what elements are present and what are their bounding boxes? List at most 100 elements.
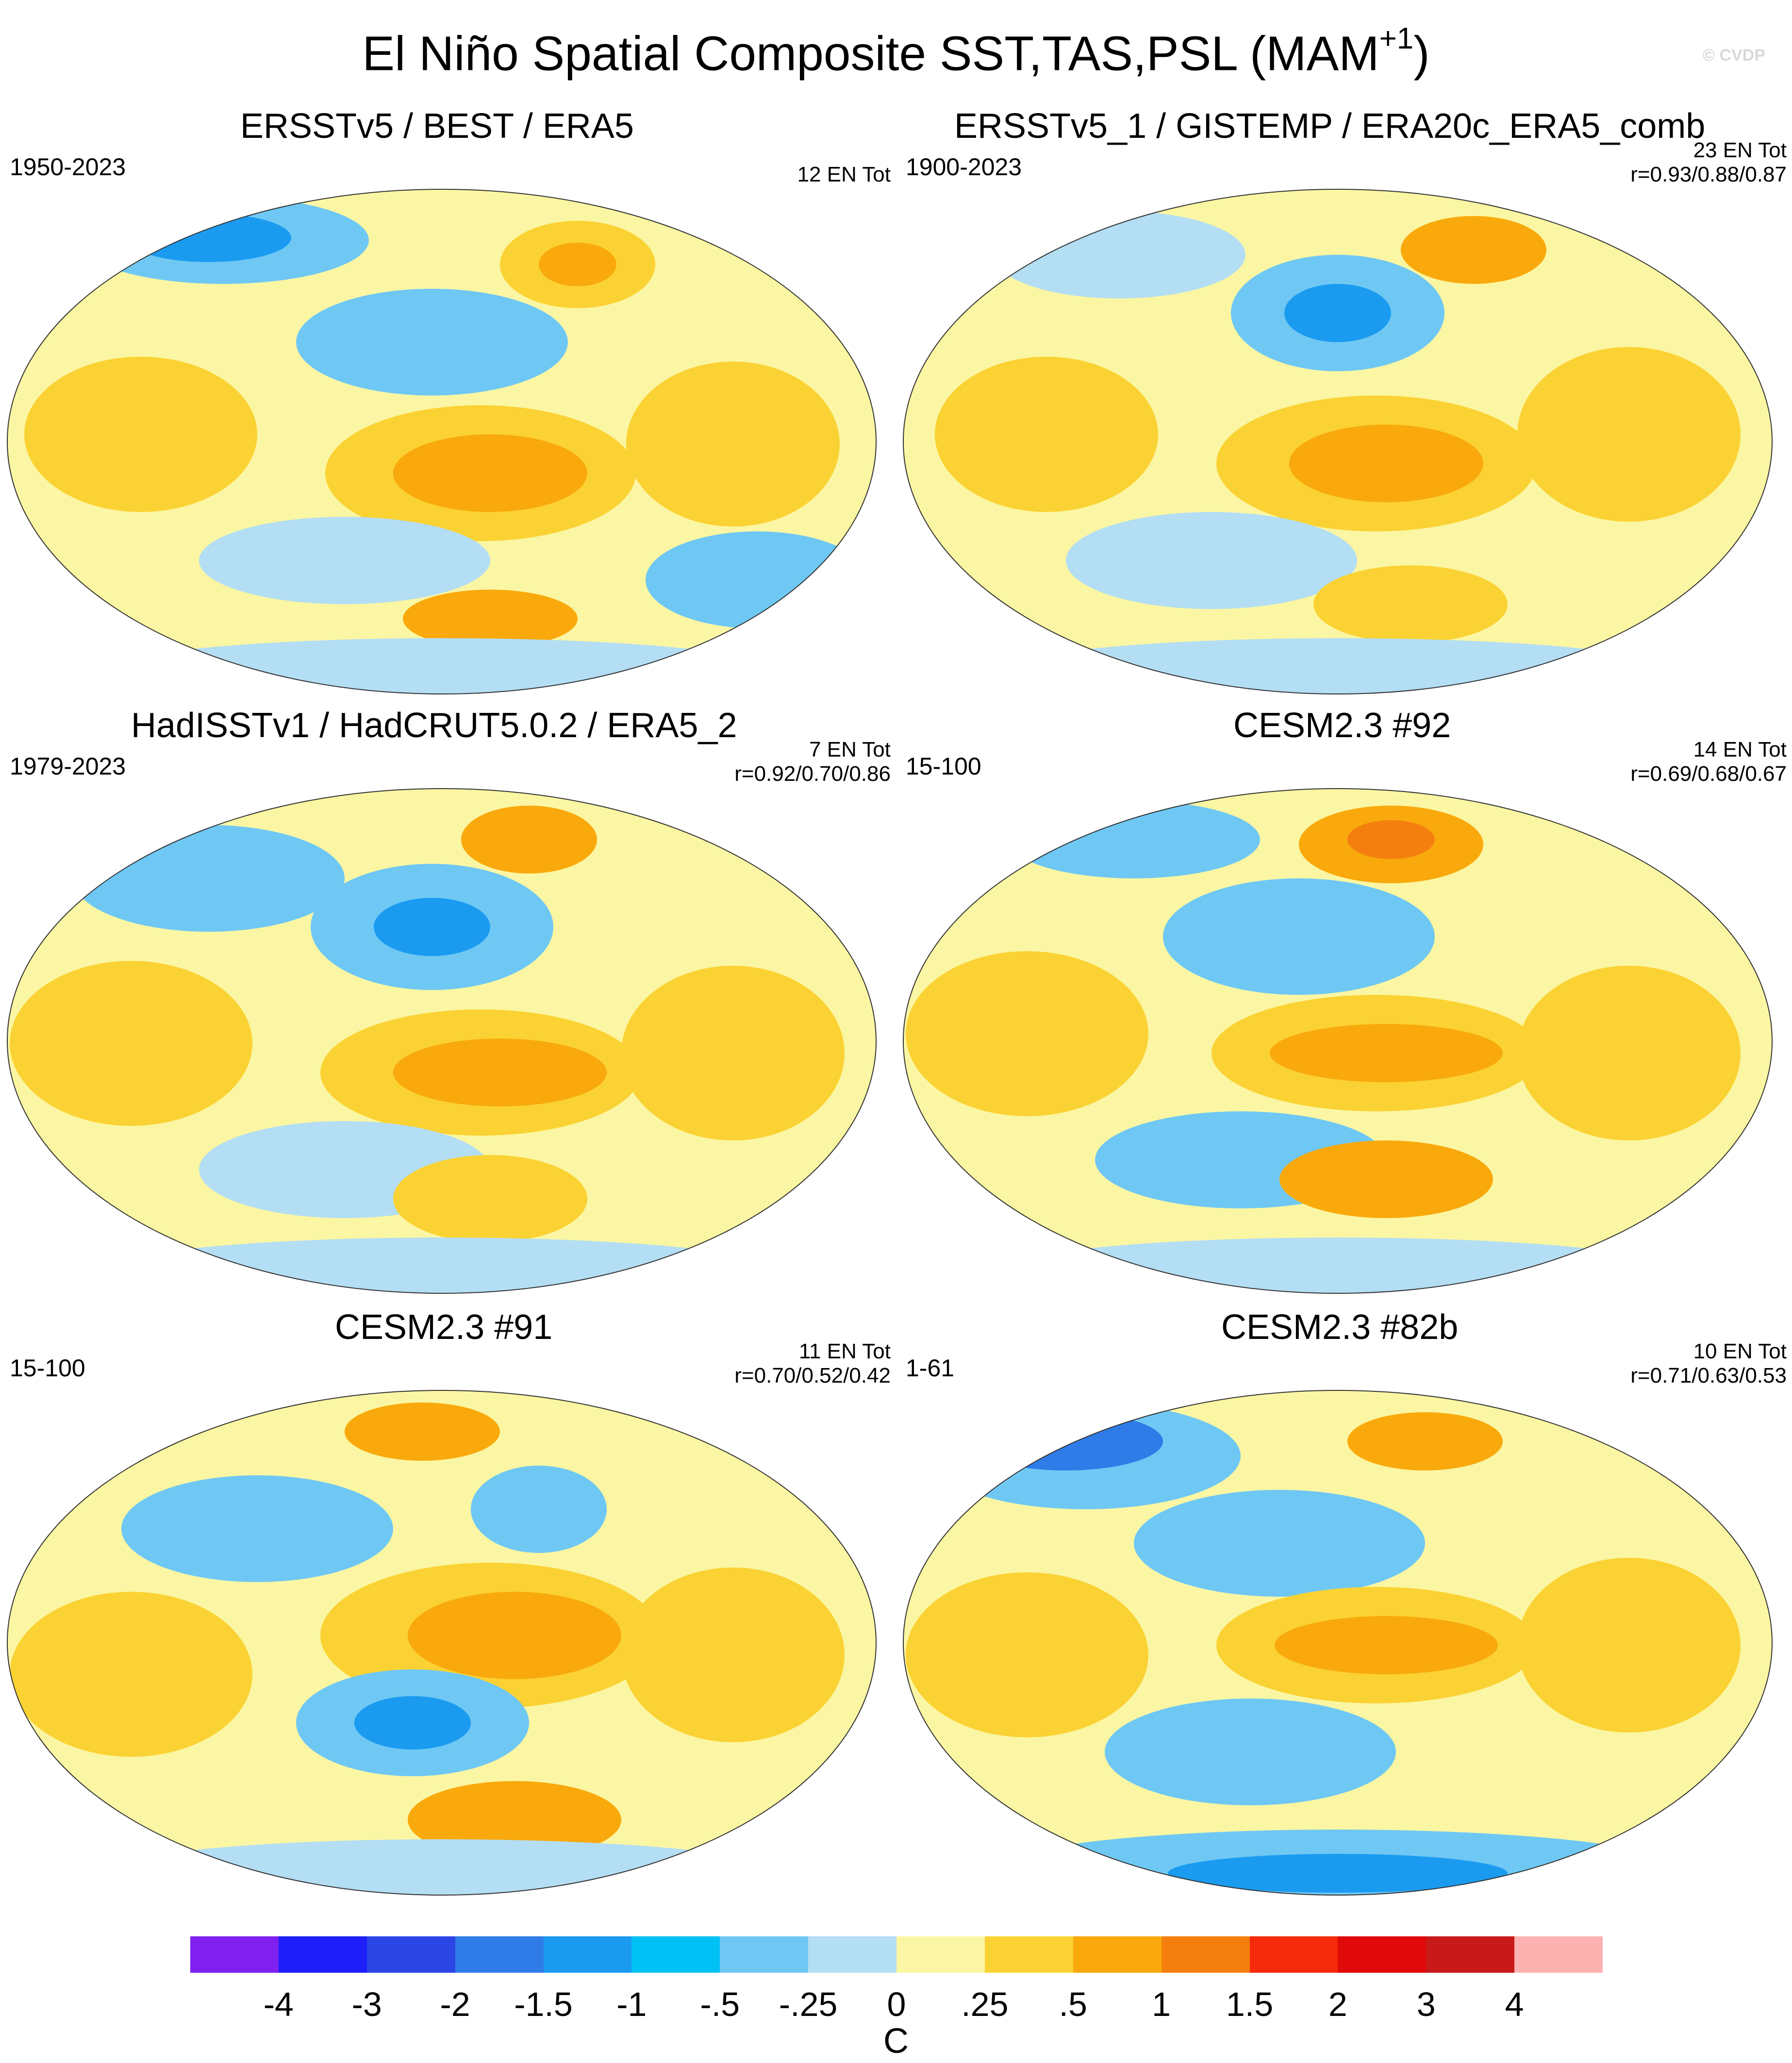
figure-title-superscript: +1 bbox=[1379, 22, 1414, 55]
colorbar-tick-label: -1 bbox=[616, 1985, 647, 2023]
anomaly-region bbox=[408, 1781, 621, 1859]
map-border bbox=[903, 189, 1773, 694]
figure-title: El Niño Spatial Composite SST,TAS,PSL (M… bbox=[0, 15, 1792, 83]
colorbar-tick-label: -2 bbox=[440, 1985, 470, 2023]
anomaly-region bbox=[906, 951, 1148, 1116]
panel-event-count: 10 EN Tot bbox=[1693, 1339, 1787, 1363]
anomaly-region bbox=[199, 517, 490, 604]
colorbar-segment bbox=[720, 1936, 809, 1973]
colorbar-tick-label: -1.5 bbox=[514, 1985, 573, 2023]
anomaly-region bbox=[10, 1592, 252, 1757]
anomaly-region bbox=[1168, 1854, 1508, 1893]
anomaly-region bbox=[1517, 966, 1741, 1140]
anomaly-region bbox=[906, 1572, 1148, 1737]
colorbar-segment bbox=[1161, 1936, 1250, 1973]
anomaly-region bbox=[374, 898, 490, 956]
anomaly-region bbox=[296, 289, 568, 396]
world-map bbox=[903, 189, 1773, 694]
panel-event-count: 23 EN Tot bbox=[1693, 138, 1787, 162]
world-map bbox=[903, 788, 1773, 1294]
colorbar-segment bbox=[984, 1936, 1073, 1973]
anomaly-region bbox=[1066, 512, 1357, 609]
map-panel-1: ERSSTv5 / BEST / ERA5 1950-2023 12 EN To… bbox=[0, 107, 896, 709]
panel-pattern-correlation: r=0.71/0.63/0.53 bbox=[1630, 1364, 1787, 1387]
map-border bbox=[7, 189, 877, 694]
anomaly-region bbox=[1517, 347, 1741, 522]
panel-pattern-correlation: r=0.69/0.68/0.67 bbox=[1630, 762, 1787, 786]
anomaly-region bbox=[1105, 1699, 1396, 1805]
colorbar-segment bbox=[455, 1936, 544, 1973]
anomaly-region bbox=[461, 806, 597, 874]
map-border bbox=[903, 788, 1773, 1294]
panel-event-count: 12 EN Tot bbox=[797, 163, 891, 186]
anomaly-region bbox=[1134, 1490, 1425, 1597]
anomaly-region bbox=[471, 1466, 607, 1553]
panel-title: CESM2.3 #82b bbox=[1221, 1308, 1459, 1347]
anomaly-region bbox=[126, 214, 291, 262]
panel-period: 1-61 bbox=[906, 1354, 955, 1382]
panel-period: 1900-2023 bbox=[906, 153, 1022, 181]
colorbar-segment bbox=[808, 1936, 896, 1973]
colorbar-tick-label: -.25 bbox=[779, 1985, 838, 2023]
anomaly-region bbox=[408, 1592, 621, 1679]
colorbar-segment bbox=[1426, 1936, 1515, 1973]
colorbar-tick-label: -4 bbox=[263, 1985, 294, 2023]
panel-title: ERSSTv5 / BEST / ERA5 bbox=[240, 107, 634, 146]
colorbar-tick-label: -.5 bbox=[700, 1985, 740, 2023]
map-border bbox=[7, 1390, 877, 1896]
map-panel-2: ERSSTv5_1 / GISTEMP / ERA20c_ERA5_comb 1… bbox=[896, 107, 1792, 709]
world-map bbox=[903, 1390, 1773, 1896]
anomaly-region bbox=[1289, 425, 1483, 502]
colorbar-tick-label: 3 bbox=[1416, 1985, 1436, 2023]
anomaly-region bbox=[73, 825, 345, 932]
anomaly-region bbox=[393, 1155, 587, 1242]
anomaly-region bbox=[354, 1696, 471, 1749]
panel-pattern-correlation: r=0.93/0.88/0.87 bbox=[1630, 163, 1787, 186]
anomaly-region bbox=[1163, 878, 1435, 995]
anomaly-region bbox=[1279, 1140, 1493, 1218]
anomaly-region bbox=[1270, 1024, 1503, 1082]
colorbar-segment bbox=[543, 1936, 632, 1973]
colorbar-tick-label: 1 bbox=[1152, 1985, 1171, 2023]
colorbar-tick-label: -3 bbox=[351, 1985, 382, 2023]
colorbar-segment bbox=[1249, 1936, 1338, 1973]
figure-title-close: ) bbox=[1413, 26, 1430, 81]
colorbar-tick-label: .25 bbox=[961, 1985, 1009, 2023]
panel-pattern-correlation: r=0.92/0.70/0.86 bbox=[734, 762, 891, 786]
anomaly-region bbox=[1347, 820, 1435, 859]
colorbar-tick-label: 0 bbox=[887, 1985, 906, 2023]
anomaly-region bbox=[345, 1403, 500, 1461]
panel-pattern-correlation: r=0.70/0.52/0.42 bbox=[734, 1364, 891, 1387]
map-border bbox=[7, 788, 877, 1294]
anomaly-region bbox=[24, 357, 257, 512]
colorbar-segment bbox=[190, 1936, 279, 1973]
colorbar-segment bbox=[278, 1936, 367, 1973]
colorbar-unit: C bbox=[883, 2022, 909, 2061]
colorbar-segment bbox=[1514, 1936, 1603, 1973]
map-panel-5: CESM2.3 #91 15-100 11 EN Tot r=0.70/0.52… bbox=[0, 1308, 896, 1910]
colorbar-segment bbox=[1073, 1936, 1161, 1973]
panel-title: HadISSTv1 / HadCRUT5.0.2 / ERA5_2 bbox=[131, 706, 737, 745]
colorbar-segments bbox=[190, 1936, 1603, 1973]
map-border bbox=[903, 1390, 1773, 1896]
panel-event-count: 7 EN Tot bbox=[809, 738, 891, 761]
anomaly-region bbox=[121, 1475, 393, 1582]
anomaly-region bbox=[393, 1039, 607, 1106]
panel-title: CESM2.3 #92 bbox=[1233, 706, 1451, 745]
colorbar-tick-label: 2 bbox=[1328, 1985, 1347, 2023]
anomaly-region bbox=[935, 357, 1158, 512]
map-panel-6: CESM2.3 #82b 1-61 10 EN Tot r=0.71/0.63/… bbox=[896, 1308, 1792, 1910]
panel-period: 15-100 bbox=[906, 753, 981, 780]
anomaly-region bbox=[403, 590, 578, 648]
cvdp-watermark: © CVDP bbox=[1703, 46, 1765, 65]
anomaly-region bbox=[1284, 284, 1391, 342]
panel-event-count: 14 EN Tot bbox=[1693, 738, 1787, 761]
colorbar-segment bbox=[896, 1936, 985, 1973]
figure-title-text: El Niño Spatial Composite SST,TAS,PSL (M… bbox=[362, 26, 1379, 81]
panel-period: 15-100 bbox=[10, 1354, 85, 1382]
colorbar bbox=[190, 1936, 1603, 1973]
anomaly-region bbox=[1401, 216, 1546, 284]
anomaly-region bbox=[1347, 1412, 1503, 1470]
map-panel-4: CESM2.3 #92 15-100 14 EN Tot r=0.69/0.68… bbox=[896, 706, 1792, 1308]
colorbar-segment bbox=[631, 1936, 720, 1973]
